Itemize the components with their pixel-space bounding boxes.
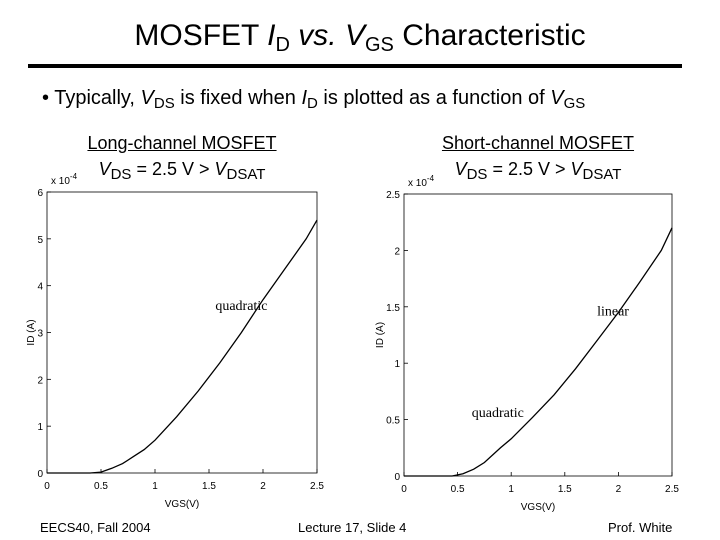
long-y-tick-label: 6 [37, 188, 43, 199]
long-y-axis-label: ID (A) [26, 319, 37, 345]
left-cond-v: V [98, 159, 111, 179]
left-panel-heading: Long-channel MOSFET VDS = 2.5 V > VDSAT [62, 130, 302, 188]
right-panel-title: Short-channel MOSFET [441, 133, 635, 153]
long-y-tick-label: 2 [37, 375, 43, 386]
bullet-vds-subscript: DS [153, 95, 175, 112]
footer-lecture: Lecture 17, Slide 4 [298, 520, 407, 535]
short-curve-annotation: quadratic [472, 406, 524, 421]
long-y-tick-label: 3 [37, 329, 43, 340]
right-cond-sub2: DSAT [582, 166, 622, 183]
long-curve-annotation: quadratic [215, 299, 267, 314]
left-cond-sub: DS [110, 166, 132, 183]
left-cond-mid: = 2.5 V > [131, 159, 215, 179]
short-x-tick-label: 2 [616, 484, 622, 495]
short-x-tick-label: 0.5 [451, 484, 465, 495]
long-plot-frame [46, 191, 318, 474]
bullet-id-subscript: D [307, 95, 318, 112]
long-y-tick-label: 4 [37, 282, 43, 293]
right-cond-v2: V [570, 159, 583, 179]
short-x-tick-label: 1.5 [558, 484, 572, 495]
title-text: MOSFET [134, 19, 268, 52]
long-x-axis-label: VGS(V) [165, 499, 199, 510]
long-y-tick-label: 0 [37, 469, 43, 480]
long-x-tick-label: 1.5 [202, 481, 216, 492]
right-cond-sub: DS [466, 166, 488, 183]
title-id-subscript: D [275, 34, 290, 56]
long-series-line [47, 219, 318, 474]
short-y-tick-label: 1.5 [386, 303, 400, 314]
title-divider [28, 64, 682, 68]
short-x-tick-label: 0 [401, 484, 407, 495]
long-x-tick-label: 2.5 [310, 481, 324, 492]
bullet-vds-symbol: V [140, 87, 154, 109]
short-y-tick-label: 2 [394, 246, 400, 257]
short-y-tick-label: 0 [394, 472, 400, 483]
long-y-tick-label: 5 [37, 235, 43, 246]
long-y-multiplier: x 10-4 [51, 172, 78, 187]
slide-title: MOSFET ID vs. VGS Characteristic [0, 18, 720, 63]
long-x-tick-label: 2 [260, 481, 266, 492]
title-id-symbol: I [267, 19, 276, 52]
bullet-vgs-subscript: GS [563, 95, 586, 112]
long-x-tick-label: 0 [44, 481, 50, 492]
right-cond-mid: = 2.5 V > [487, 159, 571, 179]
short-y-tick-label: 2.5 [386, 190, 400, 201]
title-v-symbol: V [344, 19, 365, 52]
short-x-axis-label: VGS(V) [521, 502, 555, 513]
left-cond-v2: V [214, 159, 227, 179]
left-panel-condition: VDS = 2.5 V > VDSAT [98, 159, 266, 183]
short-x-tick-label: 1 [508, 484, 514, 495]
short-curve-annotation: linear [597, 304, 629, 319]
bullet-lead: Typically, [54, 87, 141, 109]
title-suffix: Characteristic [393, 19, 586, 52]
short-plot-frame [403, 193, 673, 477]
footer-course: EECS40, Fall 2004 [40, 520, 151, 535]
long-x-tick-label: 1 [152, 481, 158, 492]
bullet-marker: • [42, 87, 50, 109]
short-series-line [404, 227, 673, 477]
bullet-id-symbol: I [301, 87, 308, 109]
bullet-text: • Typically, VDS is fixed when ID is plo… [42, 86, 585, 116]
short-y-tick-label: 0.5 [386, 416, 400, 427]
left-panel-title: Long-channel MOSFET [87, 133, 277, 153]
short-x-tick-label: 2.5 [665, 484, 679, 495]
right-panel-heading: Short-channel MOSFET VDS = 2.5 V > VDSAT [418, 130, 658, 188]
right-panel-condition: VDS = 2.5 V > VDSAT [454, 159, 622, 183]
short-y-axis-label: ID (A) [375, 322, 386, 348]
short-y-tick-label: 1 [394, 359, 400, 370]
title-vgs-subscript: GS [365, 34, 394, 56]
right-cond-v: V [454, 159, 467, 179]
title-vs: vs. [289, 19, 345, 52]
bullet-tail: is plotted as a function of [317, 87, 551, 109]
long-y-tick-label: 1 [37, 422, 43, 433]
bullet-mid: is fixed when [174, 87, 302, 109]
footer-author: Prof. White [608, 520, 673, 535]
bullet-vgs-symbol: V [550, 87, 564, 109]
long-x-tick-label: 0.5 [94, 481, 108, 492]
short-y-multiplier: x 10-4 [408, 174, 435, 189]
left-cond-sub2: DSAT [226, 166, 266, 183]
